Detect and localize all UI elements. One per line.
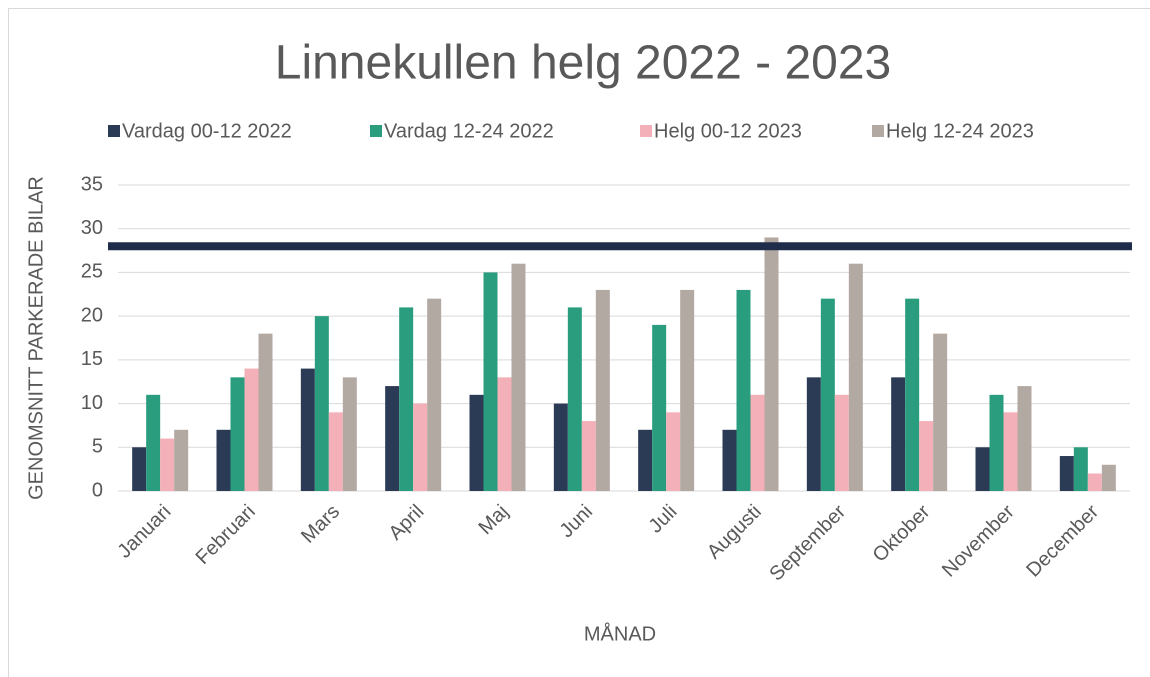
- bar: [342, 377, 357, 491]
- bar: [595, 289, 610, 491]
- chart-title: Linnekullen helg 2022 - 2023: [275, 37, 892, 90]
- bar: [553, 403, 568, 491]
- x-tick-label: Juli: [645, 501, 682, 538]
- bar: [891, 377, 906, 491]
- bar: [385, 386, 400, 491]
- y-tick-label: 15: [81, 348, 103, 370]
- x-tick-label: April: [385, 501, 429, 545]
- y-tick-label: 10: [81, 392, 103, 414]
- bar: [413, 403, 428, 491]
- bar: [1073, 447, 1088, 491]
- y-tick-label: 25: [81, 261, 103, 283]
- bar: [1087, 473, 1102, 491]
- bar: [750, 394, 765, 491]
- bar: [483, 272, 498, 491]
- legend-label: Helg 00-12 2023: [654, 120, 802, 142]
- bar: [216, 429, 231, 491]
- x-axis-title: MÅNAD: [584, 622, 656, 645]
- legend-swatch: [370, 125, 382, 137]
- bar: [905, 298, 920, 491]
- bar: [975, 447, 990, 491]
- bar: [258, 333, 273, 491]
- bar: [497, 377, 512, 491]
- bar: [511, 263, 526, 491]
- bar: [469, 394, 484, 491]
- bar: [638, 429, 653, 491]
- legend-swatch: [872, 125, 884, 137]
- y-tick-label: 0: [92, 479, 103, 501]
- bar: [919, 421, 934, 491]
- bar: [581, 421, 596, 491]
- y-axis-title: GENOMSNITT PARKERADE BILAR: [25, 176, 47, 500]
- bar: [132, 447, 147, 491]
- x-tick-label: Januari: [113, 501, 175, 563]
- bar: [244, 368, 259, 491]
- legend-label: Vardag 00-12 2022: [122, 120, 292, 142]
- y-tick-label: 5: [92, 436, 103, 458]
- x-tick-label: Augusti: [703, 501, 766, 564]
- legend-label: Vardag 12-24 2022: [384, 120, 554, 142]
- bar: [300, 368, 315, 491]
- bar: [230, 377, 245, 491]
- bar: [1003, 412, 1018, 491]
- bar: [427, 298, 442, 491]
- bar: [1101, 464, 1116, 491]
- y-tick-label: 30: [81, 217, 103, 239]
- bar: [1017, 386, 1032, 491]
- x-tick-label: Februari: [192, 501, 260, 569]
- x-tick-label: Oktober: [869, 500, 935, 566]
- x-tick-label: Mars: [297, 501, 344, 548]
- bar: [820, 298, 835, 491]
- y-tick-label: 20: [81, 304, 103, 326]
- bar: [652, 324, 667, 491]
- x-tick-label: Juni: [556, 501, 598, 543]
- bar: [666, 412, 681, 491]
- bar: [989, 394, 1004, 491]
- x-tick-label: Maj: [474, 501, 512, 539]
- x-tick-label: December: [1022, 500, 1103, 581]
- x-tick-label: November: [938, 500, 1019, 581]
- y-tick-label: 35: [81, 173, 103, 195]
- legend-label: Helg 12-24 2023: [886, 120, 1034, 142]
- bar: [680, 289, 695, 491]
- bar: [848, 263, 863, 491]
- bar: [764, 237, 779, 491]
- bar: [933, 333, 948, 491]
- bar: [736, 289, 751, 491]
- legend-swatch: [640, 125, 652, 137]
- legend-swatch: [108, 125, 120, 137]
- bar: [160, 438, 175, 491]
- chart-frame: [8, 8, 1150, 677]
- bar: [146, 394, 161, 491]
- bar: [806, 377, 821, 491]
- bar: [1059, 456, 1074, 491]
- bar: [834, 394, 849, 491]
- x-tick-label: September: [765, 500, 850, 585]
- bar: [314, 316, 329, 491]
- bar: [567, 307, 582, 491]
- bar: [328, 412, 343, 491]
- bar: [174, 429, 189, 491]
- bar: [399, 307, 414, 491]
- bar: [722, 429, 737, 491]
